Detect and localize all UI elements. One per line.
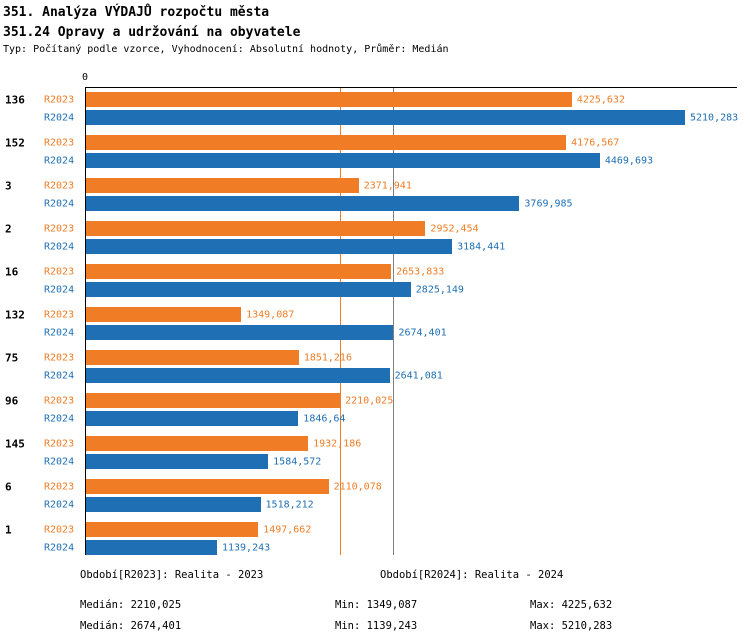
series-label-r2023: R2023: [44, 266, 75, 277]
category-label-152: 152: [5, 136, 25, 149]
value-label-136-r2024: 5210,283: [690, 112, 739, 123]
value-label-152-r2024: 4469,693: [604, 155, 654, 166]
bar-2-r2024: [86, 239, 453, 254]
x-axis-zero-label: 0: [81, 72, 89, 83]
stat-max-r2024: Max: 5210,283: [530, 620, 613, 632]
bar-145-r2023: [86, 436, 309, 451]
value-label-136-r2023: 4225,632: [576, 94, 625, 105]
bar-152-r2023: [86, 135, 567, 150]
series-label-r2024: R2024: [44, 456, 75, 467]
value-label-132-r2023: 1349,087: [246, 309, 295, 320]
value-label-1-r2024: 1139,243: [221, 542, 271, 553]
stat-max-r2023: Max: 4225,632: [530, 599, 613, 611]
series-label-r2024: R2024: [44, 542, 75, 553]
bar-136-r2023: [86, 92, 572, 107]
series-label-r2024: R2024: [44, 499, 75, 510]
bar-96-r2024: [86, 411, 299, 426]
value-label-16-r2023: 2653,833: [396, 266, 445, 277]
bar-145-r2024: [86, 454, 269, 469]
bar-132-r2023: [86, 307, 242, 322]
series-label-r2024: R2024: [44, 413, 75, 424]
value-label-6-r2023: 2110,078: [333, 481, 382, 492]
series-label-r2023: R2023: [44, 309, 75, 320]
value-label-152-r2023: 4176,567: [571, 137, 620, 148]
y-axis-line: [85, 87, 86, 555]
bar-2-r2023: [86, 221, 426, 236]
value-label-96-r2023: 2210,025: [345, 395, 394, 406]
value-label-16-r2024: 2825,149: [415, 284, 464, 295]
value-label-145-r2024: 1584,572: [273, 456, 322, 467]
legend-entry-r2023: Období[R2023]: Realita - 2023: [80, 569, 264, 581]
category-label-3: 3: [5, 179, 12, 192]
value-label-1-r2023: 1497,662: [263, 524, 312, 535]
bar-16-r2024: [86, 282, 411, 297]
series-label-r2023: R2023: [44, 395, 75, 406]
category-label-1: 1: [5, 523, 12, 536]
stat-median-r2023: Medián: 2210,025: [80, 599, 182, 611]
category-label-16: 16: [5, 265, 19, 278]
series-label-r2023: R2023: [44, 438, 75, 449]
bar-1-r2024: [86, 540, 217, 555]
series-label-r2024: R2024: [44, 198, 75, 209]
bar-3-r2024: [86, 196, 520, 211]
series-label-r2023: R2023: [44, 94, 75, 105]
series-label-r2024: R2024: [44, 370, 75, 381]
legend-entry-r2024: Období[R2024]: Realita - 2024: [380, 569, 564, 581]
value-label-3-r2024: 3769,985: [524, 198, 573, 209]
value-label-75-r2023: 1851,216: [303, 352, 352, 363]
category-label-96: 96: [5, 394, 19, 407]
series-label-r2024: R2024: [44, 284, 75, 295]
series-label-r2024: R2024: [44, 155, 75, 166]
series-label-r2023: R2023: [44, 137, 75, 148]
category-label-132: 132: [5, 308, 25, 321]
category-label-75: 75: [5, 351, 19, 364]
category-label-145: 145: [5, 437, 25, 450]
bar-75-r2023: [86, 350, 299, 365]
x-axis-line: [85, 87, 737, 88]
stat-min-r2024: Min: 1139,243: [335, 620, 418, 632]
stat-median-r2024: Medián: 2674,401: [80, 620, 182, 632]
value-label-75-r2024: 2641,081: [394, 370, 443, 381]
bar-136-r2024: [86, 110, 685, 125]
value-label-3-r2023: 2371,941: [363, 180, 412, 191]
value-label-132-r2024: 2674,401: [398, 327, 447, 338]
value-label-96-r2024: 1846,64: [303, 413, 346, 424]
series-label-r2023: R2023: [44, 352, 75, 363]
value-label-6-r2024: 1518,212: [265, 499, 314, 510]
bar-16-r2023: [86, 264, 392, 279]
category-label-6: 6: [5, 480, 12, 493]
series-label-r2023: R2023: [44, 223, 75, 234]
bar-75-r2024: [86, 368, 390, 383]
value-label-145-r2023: 1932,186: [313, 438, 362, 449]
chart-meta-line: Typ: Počítaný podle vzorce, Vyhodnocení:…: [3, 44, 449, 55]
bar-152-r2024: [86, 153, 600, 168]
page-title: 351. Analýza VÝDAJŮ rozpočtu města: [3, 5, 270, 20]
series-label-r2024: R2024: [44, 112, 75, 123]
category-label-136: 136: [5, 93, 25, 106]
series-label-r2024: R2024: [44, 327, 75, 338]
value-label-2-r2023: 2952,454: [430, 223, 479, 234]
value-label-2-r2024: 3184,441: [457, 241, 506, 252]
stat-min-r2023: Min: 1349,087: [335, 599, 418, 611]
series-label-r2023: R2023: [44, 481, 75, 492]
page-subtitle-indicator: 351.24 Opravy a udržování na obyvatele: [3, 25, 301, 40]
median-line-r2023: [340, 88, 342, 555]
series-label-r2023: R2023: [44, 180, 75, 191]
bar-1-r2023: [86, 522, 259, 537]
median-line-r2024: [393, 88, 395, 555]
bar-3-r2023: [86, 178, 359, 193]
bar-6-r2023: [86, 479, 329, 494]
category-label-2: 2: [5, 222, 12, 235]
series-label-r2024: R2024: [44, 241, 75, 252]
bar-132-r2024: [86, 325, 394, 340]
bar-96-r2023: [86, 393, 341, 408]
bar-6-r2024: [86, 497, 261, 512]
series-label-r2023: R2023: [44, 524, 75, 535]
